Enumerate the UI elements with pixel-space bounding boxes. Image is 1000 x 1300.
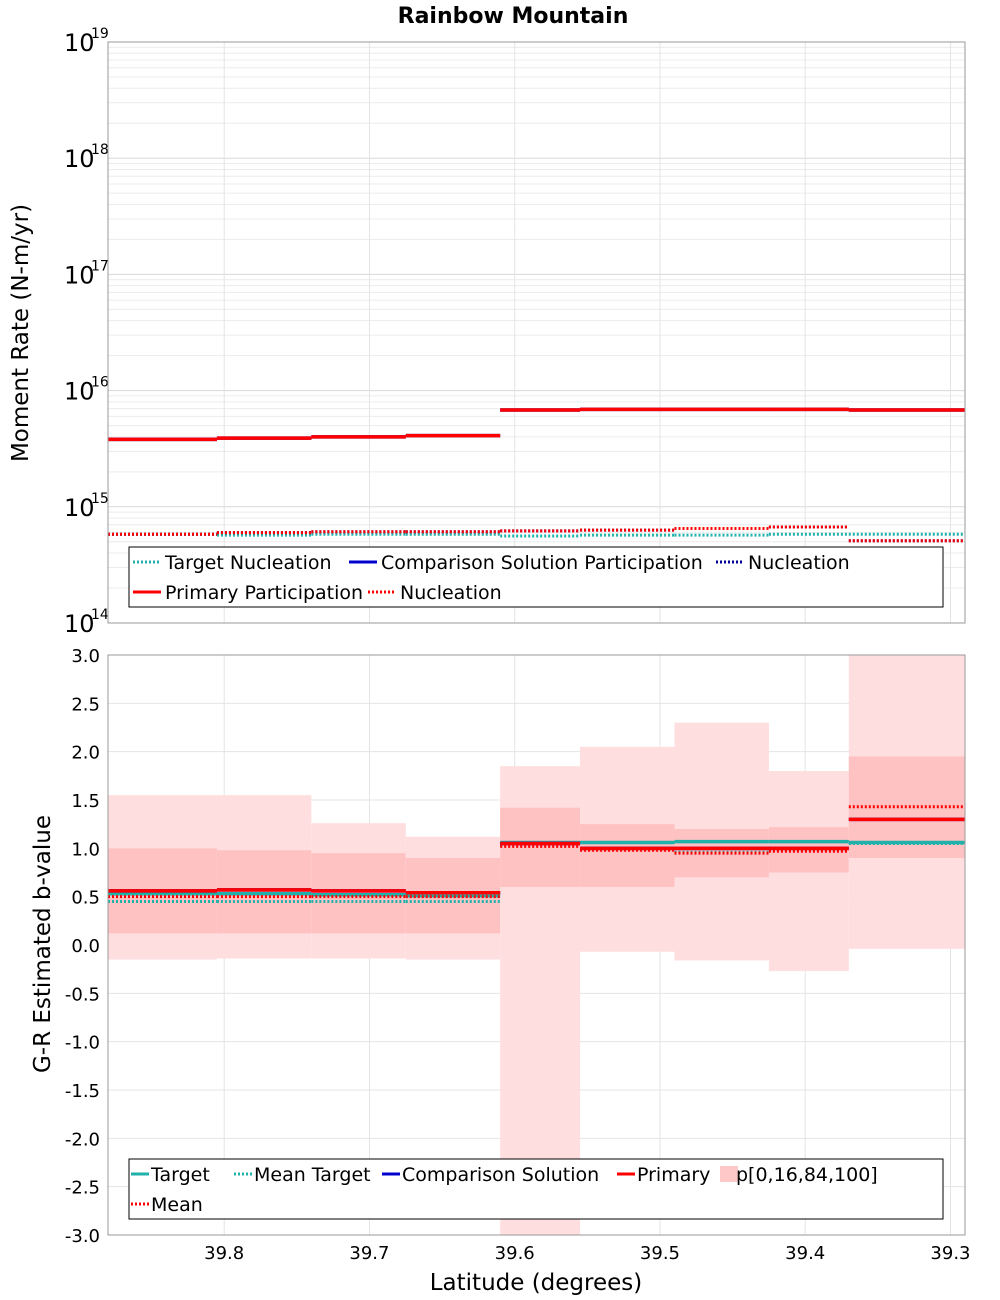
bottom-y-tick-label: 0.5 <box>71 888 100 909</box>
x-tick-label: 39.4 <box>785 1243 825 1264</box>
percentile-band-inner <box>674 829 769 878</box>
bottom-legend-label: Mean Target <box>254 1164 371 1186</box>
top-y-tick-exponent: 18 <box>91 142 109 158</box>
top-y-tick-label: 10 <box>64 145 95 173</box>
top-legend-box <box>128 546 944 608</box>
percentile-band-inner <box>216 850 312 934</box>
top-y-tick-exponent: 16 <box>91 375 109 391</box>
top-y-tick-exponent: 15 <box>91 491 109 507</box>
top-y-tick-label: 10 <box>64 610 95 638</box>
top-y-tick-label: 10 <box>64 494 95 522</box>
top-y-axis-label: Moment Rate (N-m/yr) <box>8 204 34 462</box>
bottom-y-axis-label: G-R Estimated b-value <box>30 815 56 1073</box>
bottom-y-tick-label: -0.5 <box>65 984 100 1005</box>
bottom-y-tick-label: -2.5 <box>65 1178 100 1199</box>
top-y-tick-label: 10 <box>64 378 95 406</box>
bottom-legend-label: Primary <box>637 1164 710 1186</box>
bottom-legend-swatch <box>720 1166 738 1182</box>
top-legend-label: Nucleation <box>400 582 502 604</box>
top-y-tick-label: 10 <box>64 261 95 289</box>
b-value-chart: 3.0 2.5 2.0 1.5 1.0 0.5 0.0 -0.5 -1.0 -1.5 -2.0 -2.… <box>30 646 971 1264</box>
x-tick-label: 39.8 <box>204 1243 244 1264</box>
bottom-y-tick-label: 0.0 <box>71 936 100 957</box>
bottom-y-tick-label: 1.0 <box>71 839 100 860</box>
bottom-y-tick-label: 1.5 <box>71 791 100 812</box>
top-legend-label: Nucleation <box>748 552 850 574</box>
top-legend-label: Primary Participation <box>165 582 363 604</box>
bottom-plot-frame <box>107 654 966 1236</box>
bottom-y-tick-label: 2.0 <box>71 743 100 764</box>
percentile-band-inner <box>580 824 675 887</box>
x-tick-label: 39.5 <box>640 1243 680 1264</box>
top-y-tick-exponent: 14 <box>91 607 109 623</box>
x-tick-label: 39.3 <box>930 1243 970 1264</box>
bottom-y-tick-label: 2.5 <box>71 694 100 715</box>
bottom-legend-box <box>128 1158 944 1220</box>
x-tick-label: 39.6 <box>495 1243 535 1264</box>
top-legend-label: Target Nucleation <box>164 552 332 574</box>
x-tick-label: 39.7 <box>349 1243 389 1264</box>
percentile-band-inner <box>500 807 581 887</box>
bottom-y-tick-label: 3.0 <box>71 646 100 667</box>
bottom-y-tick-label: -1.5 <box>65 1081 100 1102</box>
chart-title: Rainbow Mountain <box>398 4 629 29</box>
top-legend-label: Comparison Solution Participation <box>381 552 703 574</box>
bottom-legend-label: Mean <box>151 1194 203 1216</box>
top-y-tick-exponent: 17 <box>91 258 109 274</box>
top-y-tick-label: 10 <box>64 29 95 57</box>
bottom-y-tick-label: -3.0 <box>65 1226 100 1247</box>
bottom-legend-label: Target <box>150 1164 210 1186</box>
bottom-y-tick-label: -1.0 <box>65 1033 100 1054</box>
top-plot-frame <box>107 41 966 624</box>
top-y-tick-exponent: 19 <box>91 26 109 42</box>
bottom-legend-label: Comparison Solution <box>402 1164 599 1186</box>
x-axis-label: Latitude (degrees) <box>430 1270 643 1296</box>
bottom-y-tick-label: -2.0 <box>65 1129 100 1150</box>
bottom-legend-label: p[0,16,84,100] <box>736 1164 878 1186</box>
